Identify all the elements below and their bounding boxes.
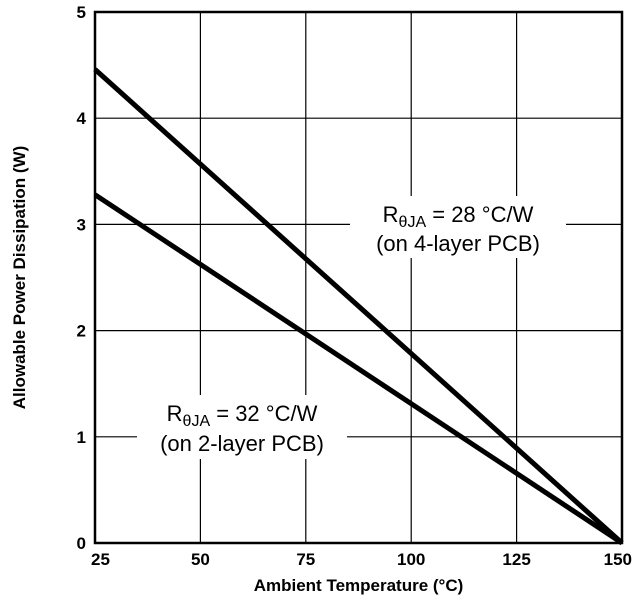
x-tick-label: 100: [397, 550, 425, 569]
annotation-line2: (on 2-layer PCB): [160, 431, 324, 456]
x-axis-title: Ambient Temperature (°C): [254, 576, 464, 595]
x-tick-label: 75: [296, 550, 315, 569]
y-axis-title: Allowable Power Dissipation (W): [10, 146, 29, 410]
y-tick-label: 5: [77, 3, 86, 22]
annotation-background: [350, 196, 566, 258]
series-lines: [93, 67, 624, 546]
x-tick-label: 50: [191, 550, 210, 569]
annotation-background: [137, 395, 347, 459]
y-tick-label: 4: [77, 109, 87, 128]
x-tick-label: 150: [604, 550, 632, 569]
annotation-4-layer: RθJA = 28 °C/W (on 4-layer PCB): [350, 196, 566, 258]
annotation-2-layer: RθJA = 32 °C/W (on 2-layer PCB): [137, 395, 347, 459]
annotation-line1: RθJA = 32 °C/W: [167, 401, 318, 430]
annotations: RθJA = 28 °C/W (on 4-layer PCB) RθJA = 3…: [137, 196, 566, 459]
grid-lines: [94, 11, 623, 544]
tick-labels: 25 50 75 100 125 150 0 1 2 3 4 5: [77, 3, 632, 569]
y-tick-label: 3: [77, 215, 86, 234]
y-tick-label: 1: [77, 428, 86, 447]
series-line-1: [93, 192, 624, 546]
series-line-0: [93, 67, 624, 545]
y-tick-label: 2: [77, 322, 86, 341]
plot-frame: [93, 10, 624, 545]
x-tick-label: 25: [91, 550, 110, 569]
y-tick-label: 0: [77, 534, 86, 553]
annotation-line2: (on 4-layer PCB): [376, 231, 540, 256]
x-tick-label: 125: [502, 550, 530, 569]
annotation-line1: RθJA = 28 °C/W: [383, 202, 534, 231]
